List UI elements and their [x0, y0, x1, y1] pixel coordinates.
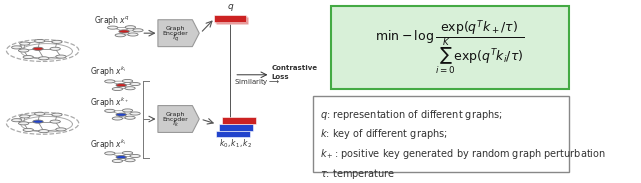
Text: $f_q$: $f_q$ [172, 33, 179, 44]
Circle shape [115, 34, 126, 37]
Circle shape [125, 116, 135, 119]
Circle shape [33, 47, 43, 50]
Circle shape [122, 109, 133, 112]
Text: Graph: Graph [166, 26, 185, 31]
Text: Contrastive: Contrastive [272, 65, 318, 71]
Circle shape [116, 113, 126, 116]
FancyBboxPatch shape [331, 6, 569, 89]
Circle shape [104, 80, 115, 83]
Circle shape [128, 33, 138, 36]
Circle shape [56, 55, 66, 58]
Circle shape [122, 151, 133, 154]
Circle shape [112, 87, 122, 91]
Circle shape [52, 40, 62, 43]
Circle shape [50, 120, 60, 123]
Circle shape [33, 120, 43, 123]
Circle shape [125, 26, 135, 29]
Circle shape [122, 79, 133, 83]
Text: $q$: representation of different graphs;: $q$: representation of different graphs; [320, 108, 503, 122]
Circle shape [112, 117, 122, 120]
Text: Encoder: Encoder [163, 117, 188, 122]
Polygon shape [158, 106, 199, 132]
Circle shape [116, 156, 126, 159]
Circle shape [20, 115, 30, 118]
Circle shape [52, 113, 62, 116]
Circle shape [116, 84, 126, 87]
FancyBboxPatch shape [215, 16, 247, 23]
Circle shape [50, 47, 60, 50]
Text: Similarity$\longrightarrow$: Similarity$\longrightarrow$ [234, 76, 279, 87]
Text: $\tau$: temperature: $\tau$: temperature [320, 167, 395, 181]
Text: Graph $x^q$: Graph $x^q$ [94, 14, 129, 27]
Circle shape [112, 159, 122, 163]
Text: $\min - \log \dfrac{\exp(q^T k_+ / \tau)}{\sum_{i=0}^{K} \exp(q^T k_i / \tau)}$: $\min - \log \dfrac{\exp(q^T k_+ / \tau)… [375, 18, 524, 77]
Text: $k_0, k_1, k_2$: $k_0, k_1, k_2$ [219, 137, 253, 150]
Text: $k$: key of different graphs;: $k$: key of different graphs; [320, 127, 448, 141]
Circle shape [108, 26, 118, 29]
FancyBboxPatch shape [216, 131, 250, 137]
Circle shape [35, 39, 45, 42]
FancyBboxPatch shape [214, 15, 246, 22]
Circle shape [125, 87, 135, 90]
Circle shape [23, 56, 33, 59]
Circle shape [12, 46, 22, 49]
Text: $q$: $q$ [226, 2, 234, 13]
Text: Graph: Graph [166, 112, 185, 117]
Circle shape [35, 112, 45, 115]
Circle shape [38, 57, 49, 60]
Circle shape [130, 154, 140, 158]
Text: Graph $x^{k_+}$: Graph $x^{k_+}$ [90, 95, 129, 110]
Text: $k_+$: positive key generated by random graph perturbation: $k_+$: positive key generated by random … [320, 147, 606, 161]
Circle shape [19, 49, 29, 52]
Text: Encoder: Encoder [163, 31, 188, 36]
Circle shape [104, 109, 115, 112]
Circle shape [38, 130, 49, 133]
Circle shape [23, 128, 33, 131]
Circle shape [19, 122, 29, 125]
FancyBboxPatch shape [313, 96, 569, 172]
Circle shape [56, 128, 66, 131]
FancyBboxPatch shape [222, 117, 256, 124]
Circle shape [119, 30, 129, 33]
Circle shape [125, 159, 135, 162]
Polygon shape [158, 20, 199, 47]
Text: Loss: Loss [272, 74, 289, 80]
Text: Graph $x^{k_i}$: Graph $x^{k_i}$ [90, 138, 126, 152]
Circle shape [130, 112, 140, 115]
FancyBboxPatch shape [219, 124, 253, 131]
Text: Graph $x^{k_i}$: Graph $x^{k_i}$ [90, 65, 126, 79]
Circle shape [12, 119, 22, 122]
Circle shape [20, 42, 30, 45]
Circle shape [133, 29, 143, 32]
Circle shape [104, 152, 115, 155]
FancyBboxPatch shape [216, 17, 248, 24]
Text: $f_k$: $f_k$ [172, 119, 179, 129]
Circle shape [130, 83, 140, 86]
